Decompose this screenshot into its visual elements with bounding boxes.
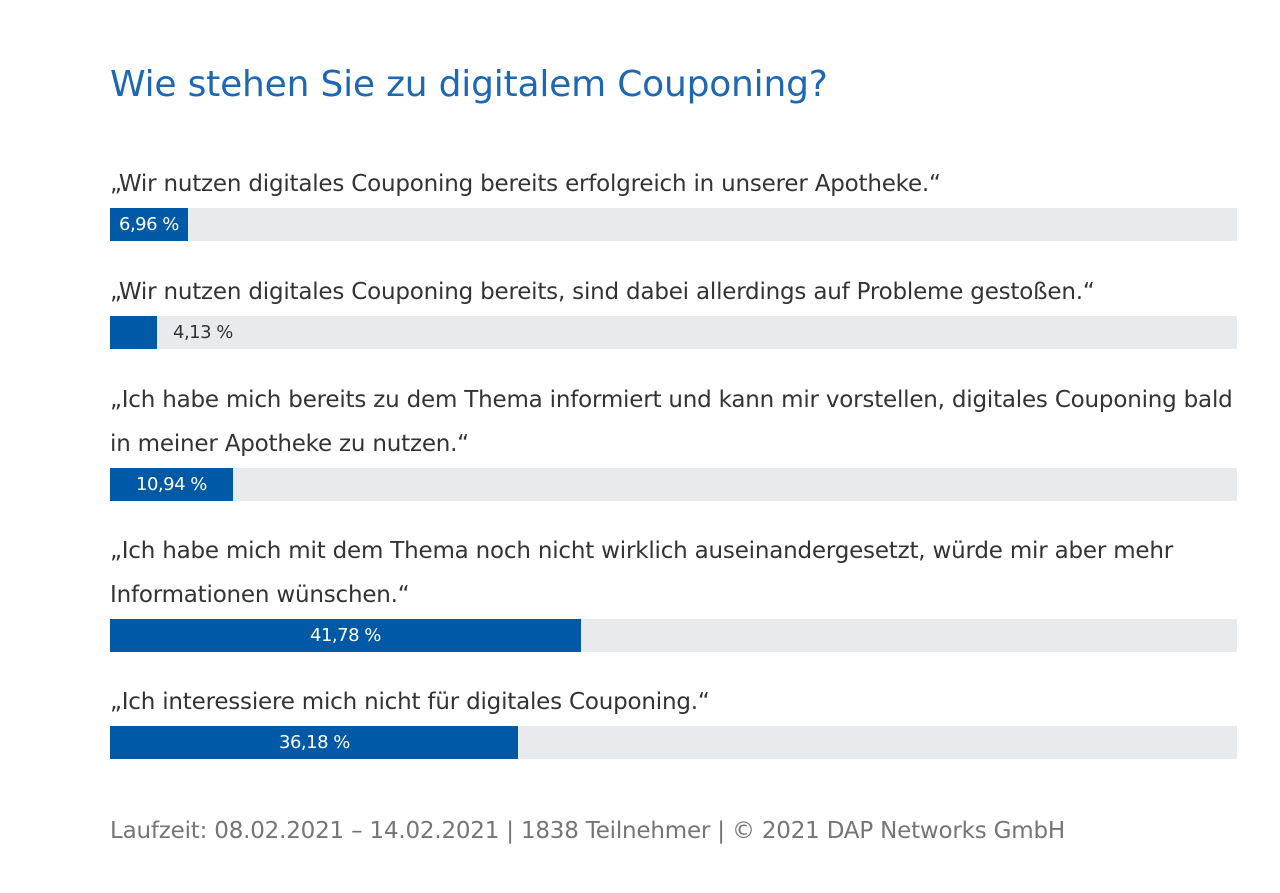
bar-value-label: 10,94 %	[136, 474, 207, 495]
bar-fill	[110, 619, 581, 652]
poll-option-3: „Ich habe mich bereits zu dem Thema info…	[110, 378, 1237, 501]
bar-fill	[110, 208, 188, 241]
bar-fill	[110, 316, 157, 349]
bar-value-label: 41,78 %	[310, 625, 381, 646]
bar-track: 6,96 %	[110, 208, 1237, 241]
poll-option-4: „Ich habe mich mit dem Thema noch nicht …	[110, 529, 1237, 652]
bar-value-label: 6,96 %	[119, 214, 179, 235]
bar-track: 4,13 %	[110, 316, 1237, 349]
bar-value-label: 36,18 %	[279, 732, 350, 753]
option-label: „Ich habe mich bereits zu dem Thema info…	[110, 387, 1233, 457]
option-label: „Ich habe mich mit dem Thema noch nicht …	[110, 538, 1173, 608]
poll-option-5: „Ich interessiere mich nicht für digital…	[110, 680, 1237, 759]
poll-option-2: „Wir nutzen digitales Couponing bereits,…	[110, 270, 1237, 349]
bar-fill	[110, 468, 233, 501]
option-label: „Ich interessiere mich nicht für digital…	[110, 689, 710, 715]
poll-title: Wie stehen Sie zu digitalem Couponing?	[110, 64, 828, 105]
bar-fill	[110, 726, 518, 759]
bar-track: 41,78 %	[110, 619, 1237, 652]
option-label: „Wir nutzen digitales Couponing bereits,…	[110, 279, 1095, 305]
bar-track: 36,18 %	[110, 726, 1237, 759]
bar-track: 10,94 %	[110, 468, 1237, 501]
poll-footer: Laufzeit: 08.02.2021 – 14.02.2021 | 1838…	[110, 818, 1065, 844]
poll-option-1: „Wir nutzen digitales Couponing bereits …	[110, 162, 1237, 241]
bar-value-label: 4,13 %	[173, 322, 233, 343]
option-label: „Wir nutzen digitales Couponing bereits …	[110, 171, 941, 197]
